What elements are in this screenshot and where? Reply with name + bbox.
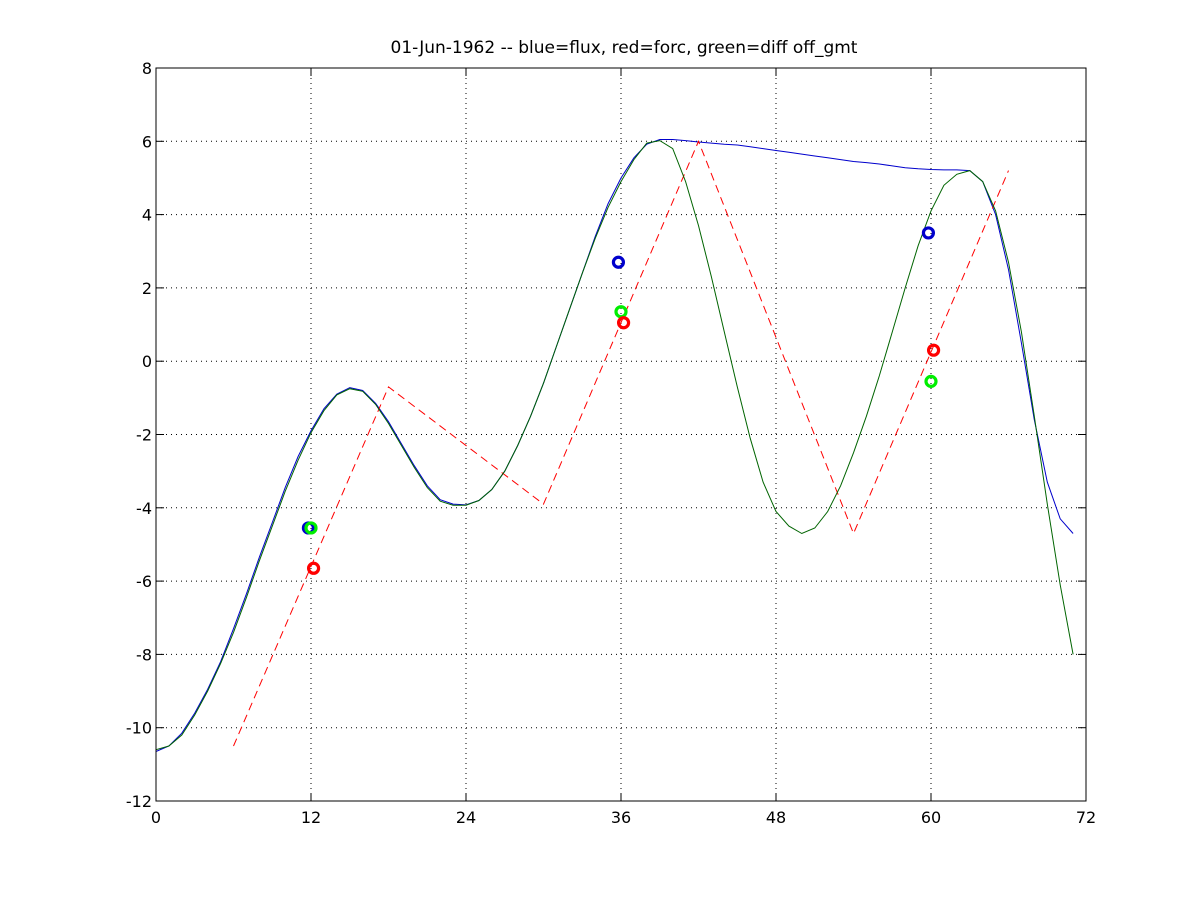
green-circle-marker	[304, 521, 318, 535]
chart-title: 01-Jun-1962 -- blue=flux, red=forc, gree…	[391, 38, 858, 58]
x-tick-label: 60	[921, 808, 941, 827]
marker-points	[301, 226, 941, 575]
x-tick-label: 12	[301, 808, 321, 827]
red-circle-marker	[926, 343, 941, 357]
green-circle-marker	[924, 374, 938, 388]
y-tick-label: 6	[142, 132, 152, 151]
y-tick-label: 8	[142, 59, 152, 78]
red-series-line	[233, 139, 1009, 747]
blue-circle-marker	[921, 226, 936, 240]
y-tick-label: 0	[142, 352, 152, 371]
grid-lines	[156, 68, 1086, 801]
blue-series-line	[155, 139, 1074, 752]
y-tick-label: -8	[136, 645, 152, 664]
blue-circle-marker	[611, 255, 626, 269]
red-circle-marker	[306, 561, 321, 575]
y-tick-label: -6	[136, 572, 152, 591]
series-lines	[155, 139, 1074, 752]
red-circle-marker	[616, 316, 631, 330]
x-tick-label: 72	[1076, 808, 1096, 827]
y-tick-label: 2	[142, 279, 152, 298]
y-tick-label: -2	[136, 426, 152, 445]
green-series-line	[155, 140, 1074, 751]
y-tick-label: -4	[136, 499, 152, 518]
x-tick-label: 24	[456, 808, 476, 827]
green-circle-marker	[614, 305, 628, 319]
y-tick-label: 4	[142, 206, 152, 225]
x-tick-label: 36	[611, 808, 631, 827]
y-tick-label: -12	[126, 792, 152, 811]
x-tick-label: 0	[151, 808, 161, 827]
y-tick-label: -10	[126, 719, 152, 738]
x-tick-label: 48	[766, 808, 786, 827]
